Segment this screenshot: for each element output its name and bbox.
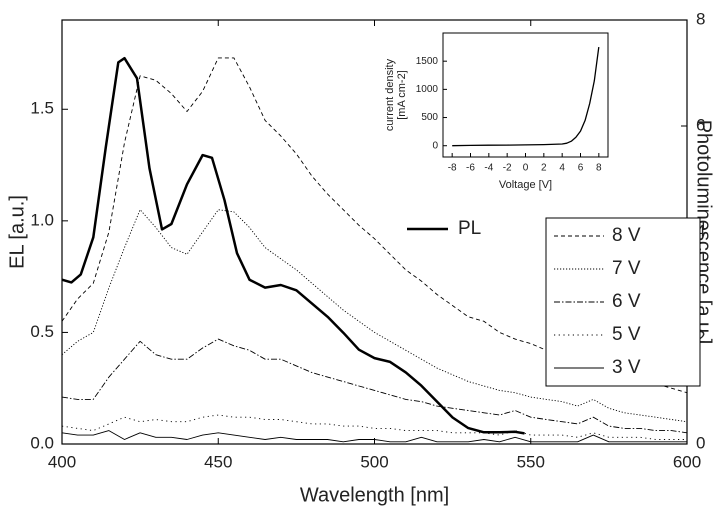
y-tick-label: 1.0 bbox=[30, 210, 54, 229]
series-line bbox=[61, 338, 688, 434]
y-tick-label: 1500 bbox=[416, 56, 439, 67]
y-tick-label: 1000 bbox=[416, 84, 439, 95]
series-line bbox=[61, 414, 687, 440]
x-tick-label: 4 bbox=[559, 163, 565, 174]
legend-label: 3 V bbox=[612, 357, 641, 378]
x-tick-label: 0 bbox=[523, 163, 529, 174]
y2-tick-label: 6 bbox=[696, 115, 705, 134]
y-tick-label: 1.5 bbox=[30, 99, 54, 118]
series-line bbox=[452, 47, 600, 147]
x-tick-label: 500 bbox=[360, 452, 388, 471]
y-tick-label: 500 bbox=[421, 112, 438, 123]
x-tick-label: 8 bbox=[596, 163, 602, 174]
legend-label: 7 V bbox=[612, 258, 641, 279]
y-axis-label: EL [a.u.] bbox=[6, 195, 28, 269]
y-tick-label: 0.5 bbox=[30, 322, 54, 341]
y2-tick-label: 4 bbox=[696, 221, 705, 240]
x-tick-label: -6 bbox=[466, 163, 475, 174]
x-tick-label: -8 bbox=[448, 163, 457, 174]
legend-label: PL bbox=[458, 218, 481, 239]
x-tick-label: 450 bbox=[204, 452, 232, 471]
legend-box bbox=[545, 217, 701, 387]
y2-tick-label: 8 bbox=[696, 9, 705, 28]
y-axis-label: [mA cm-2] bbox=[396, 70, 408, 120]
series-line bbox=[61, 209, 688, 423]
series-line bbox=[61, 57, 688, 394]
x-tick-label: 400 bbox=[48, 452, 76, 471]
x-tick-label: 600 bbox=[673, 452, 701, 471]
inset-frame bbox=[442, 32, 609, 158]
y-tick-label: 0 bbox=[432, 140, 438, 151]
y2-tick-label: 0 bbox=[696, 433, 705, 452]
legend-label: 8 V bbox=[612, 225, 641, 246]
x-tick-label: 2 bbox=[541, 163, 547, 174]
series-line bbox=[61, 56, 525, 435]
legend-label: 5 V bbox=[612, 324, 641, 345]
y-tick-label: 0.0 bbox=[30, 433, 54, 452]
x-tick-label: -4 bbox=[484, 163, 493, 174]
legend-label: 6 V bbox=[612, 291, 641, 312]
x-tick-label: 6 bbox=[578, 163, 584, 174]
y2-tick-label: 2 bbox=[696, 327, 705, 346]
x-tick-label: 550 bbox=[517, 452, 545, 471]
x-tick-label: -2 bbox=[503, 163, 512, 174]
y-axis-label: current density bbox=[384, 58, 396, 131]
series-line bbox=[61, 430, 687, 443]
x-axis-label: Voltage [V] bbox=[499, 179, 552, 191]
x-axis-label: Wavelength [nm] bbox=[300, 484, 449, 506]
